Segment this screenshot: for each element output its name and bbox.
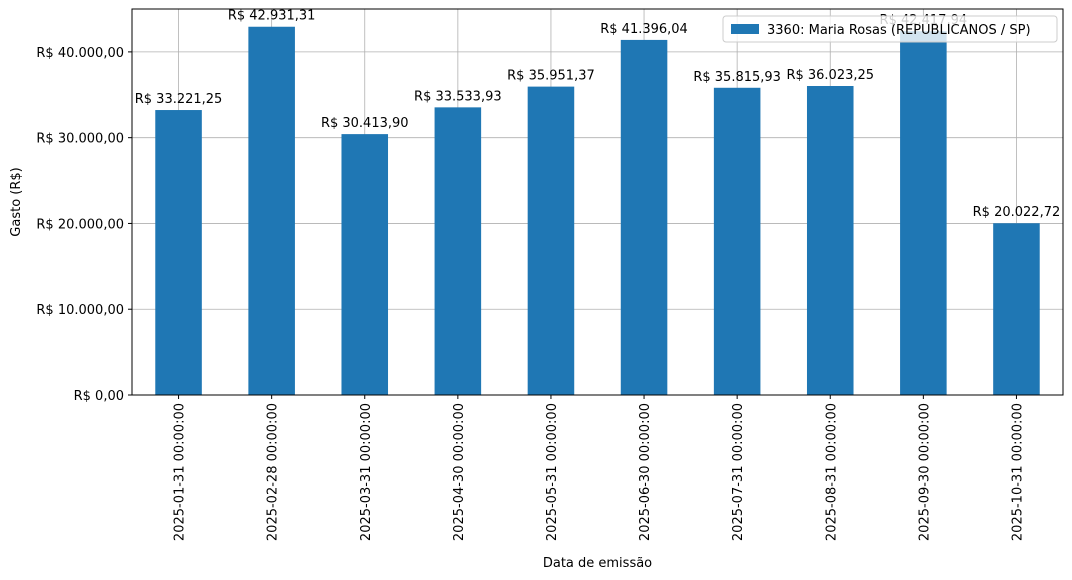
x-tick-label: 2025-06-30 00:00:00: [638, 403, 653, 541]
y-axis-ticks: R$ 0,00 R$ 10.000,00 R$ 20.000,00 R$ 30.000…: [36, 46, 132, 404]
x-tick-label: 2025-01-31 00:00:00: [173, 403, 188, 541]
bar-value-label: R$ 35.951,37: [507, 69, 595, 84]
bar: [527, 86, 575, 396]
y-axis-title: Gasto (R$): [9, 167, 24, 236]
x-tick-label: 2025-03-31 00:00:00: [359, 403, 374, 541]
bar: [900, 31, 947, 395]
bar: [341, 134, 389, 395]
bar: [806, 86, 854, 396]
x-tick-label: 2025-07-31 00:00:00: [731, 403, 746, 541]
bar-value-label: R$ 42.931,31: [228, 9, 316, 24]
x-axis-ticks: 2025-01-31 00:00:00 2025-02-28 00:00:00 20…: [173, 395, 1025, 541]
bar: [155, 110, 202, 396]
bar-value-label: R$ 33.221,25: [135, 92, 223, 107]
bar: [713, 87, 761, 396]
bar-value-label: R$ 35.815,93: [693, 70, 781, 85]
y-tick-label: R$ 0,00: [74, 389, 124, 404]
x-tick-label: 2025-09-30 00:00:00: [917, 403, 932, 541]
x-tick-label: 2025-02-28 00:00:00: [266, 403, 281, 541]
legend: 3360: Maria Rosas (REPUBLICANOS / SP): [722, 15, 1058, 43]
bar-value-label: R$ 36.023,25: [786, 68, 874, 83]
x-tick-label: 2025-08-31 00:00:00: [824, 403, 839, 541]
x-tick-label: 2025-04-30 00:00:00: [452, 403, 467, 541]
legend-box: [722, 15, 1058, 43]
bar-value-label: R$ 33.533,93: [414, 89, 502, 104]
plot-frame: [131, 8, 1064, 396]
bar-value-label: R$ 41.396,04: [600, 22, 688, 37]
y-tick-label: R$ 30.000,00: [36, 132, 124, 147]
bar: [248, 26, 295, 396]
bars: [155, 26, 1040, 396]
x-tick-label: 2025-10-31 00:00:00: [1010, 403, 1025, 541]
legend-swatch: [731, 24, 759, 34]
bar: [434, 107, 482, 396]
bar-value-label: R$ 30.413,90: [321, 116, 409, 131]
y-tick-label: R$ 10.000,00: [36, 303, 124, 318]
bar: [620, 39, 668, 395]
y-tick-label: R$ 20.000,00: [36, 217, 124, 232]
x-axis-title: Data de emissão: [543, 556, 652, 571]
bar-value-label: R$ 20.022,72: [973, 205, 1061, 220]
x-tick-label: 2025-05-31 00:00:00: [545, 403, 560, 541]
bar: [993, 223, 1040, 395]
y-tick-label: R$ 40.000,00: [36, 46, 124, 61]
legend-label: 3360: Maria Rosas (REPUBLICANOS / SP): [767, 23, 1031, 38]
